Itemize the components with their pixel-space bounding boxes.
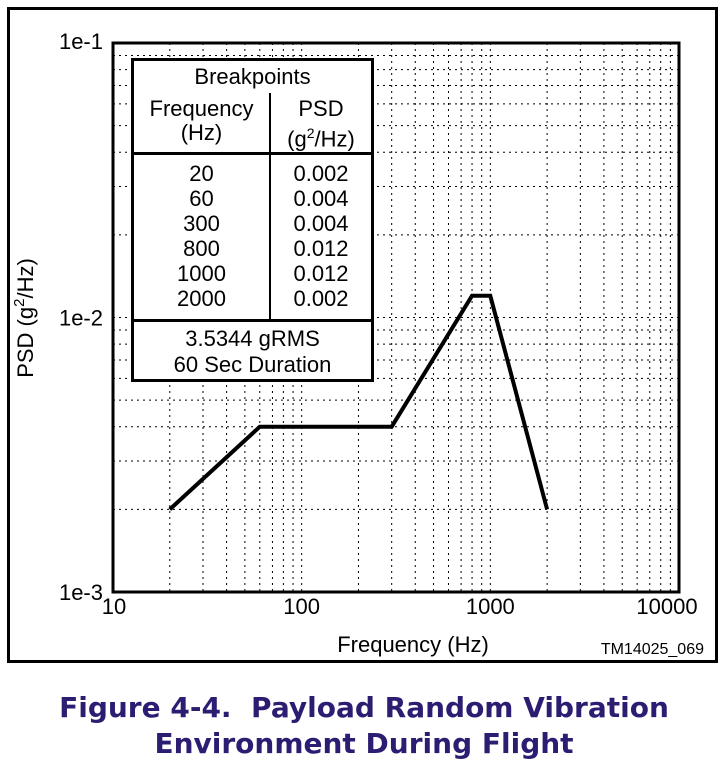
duration-value: 60 Sec Duration — [173, 352, 332, 377]
frequency-cell: 1000 — [177, 261, 226, 286]
frequency-cell: 800 — [183, 236, 220, 261]
frequency-column: 20 60 300 800 1000 2000 — [134, 155, 271, 319]
table-title: Breakpoints — [194, 64, 311, 89]
y-tick-label: 1e-1 — [59, 29, 103, 54]
x-tick-label: 1000 — [466, 594, 515, 619]
x-axis-label: Frequency (Hz) — [337, 632, 489, 657]
psd-header: PSD (g2/Hz) — [271, 93, 371, 152]
psd-column: 0.002 0.004 0.004 0.012 0.012 0.002 — [271, 155, 371, 319]
psd-cell: 0.004 — [293, 211, 349, 236]
y-tick-label: 1e-3 — [59, 580, 103, 605]
y-axis-label: PSD (g2/Hz) — [11, 258, 38, 378]
x-tick-label: 10 — [102, 594, 126, 619]
frequency-cell: 20 — [189, 161, 214, 186]
tick-labels: 10 100 1000 10000 1e-3 1e-2 1e-1 — [59, 29, 698, 619]
breakpoints-table: Breakpoints Frequency (Hz) PSD (g2/Hz) 2… — [131, 58, 374, 382]
psd-cell: 0.002 — [293, 161, 349, 186]
table-header: Frequency (Hz) PSD (g2/Hz) — [134, 93, 371, 155]
psd-cell: 0.012 — [293, 261, 349, 286]
psd-cell: 0.012 — [293, 236, 349, 261]
frequency-cell: 60 — [189, 186, 214, 211]
table-body: 20 60 300 800 1000 2000 0.002 0.004 0.00… — [134, 155, 371, 322]
table-footer: 3.5344 gRMS 60 Sec Duration — [134, 322, 371, 378]
psd-header-line1: PSD — [298, 96, 344, 121]
frequency-header-line1: Frequency — [149, 96, 254, 121]
grms-value: 3.5344 gRMS — [185, 326, 320, 351]
x-tick-label: 10000 — [636, 594, 697, 619]
figure-id: TM14025_069 — [601, 641, 704, 658]
frequency-header-line2: (Hz) — [180, 120, 223, 145]
caption-line2: Environment During Flight — [154, 727, 574, 760]
frequency-cell: 2000 — [177, 286, 226, 311]
y-tick-label: 1e-2 — [59, 306, 103, 331]
x-tick-label: 100 — [283, 594, 320, 619]
frequency-header: Frequency (Hz) — [134, 93, 271, 152]
psd-cell: 0.002 — [293, 286, 349, 311]
psd-header-line2: (g2/Hz) — [287, 125, 355, 152]
caption-line1: Figure 4-4. Payload Random Vibration — [59, 691, 669, 724]
figure-caption: Figure 4-4. Payload Random Vibration Env… — [0, 690, 728, 762]
frequency-cell: 300 — [183, 211, 220, 236]
plot-area — [111, 41, 681, 594]
psd-series-line — [168, 293, 550, 511]
psd-cell: 0.004 — [293, 186, 349, 211]
